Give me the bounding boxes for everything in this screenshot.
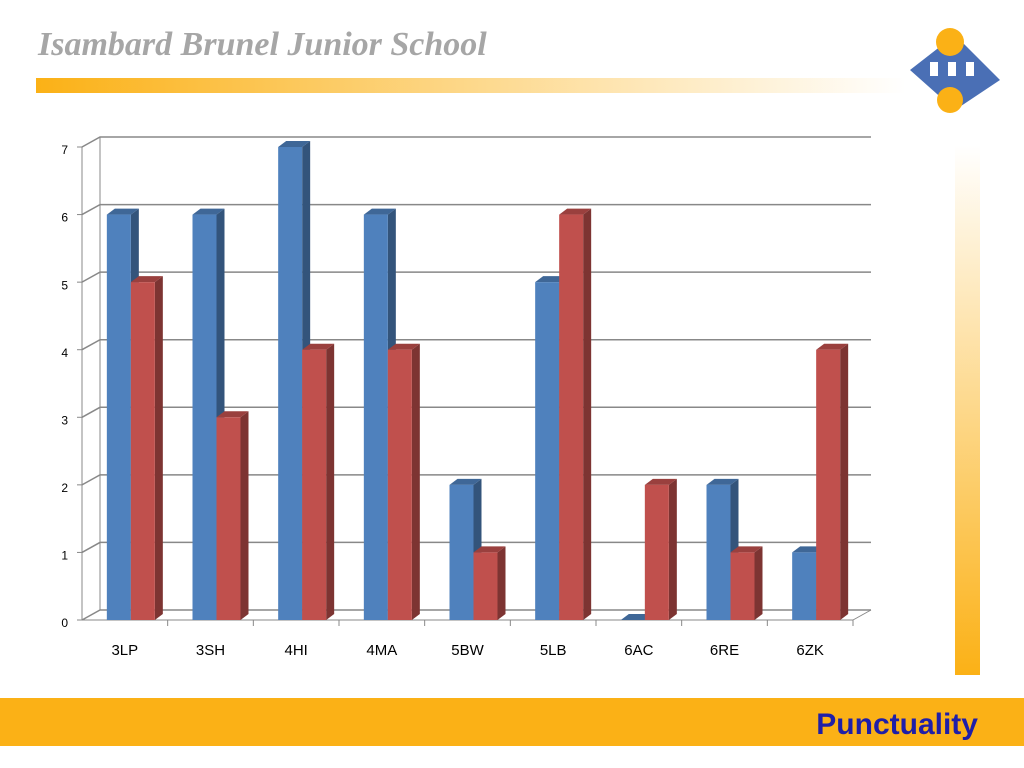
x-tick-label: 6AC [624, 642, 653, 659]
bar [216, 417, 241, 620]
bar-side [411, 343, 420, 620]
bar-side [583, 208, 592, 621]
grid-line [81, 609, 871, 621]
bar-top [278, 141, 311, 147]
bar [302, 349, 327, 620]
grid-line [81, 406, 871, 418]
y-tick-label: 5 [61, 278, 68, 292]
bar [449, 484, 474, 620]
bar-top [216, 411, 249, 418]
bar-top [644, 478, 677, 485]
grid-line [81, 474, 871, 486]
bar-top [387, 343, 420, 350]
chart: 0 1 2 3 4 5 6 7 3LP 3SH 4HI 4MA 5BW 5LB 6AC 6RE 6ZK [61, 136, 872, 659]
x-tick-label: 6RE [710, 642, 739, 659]
x-tick-label: 4HI [284, 642, 307, 659]
bar-top [730, 546, 763, 553]
bar [792, 552, 817, 620]
bar [706, 484, 731, 620]
bar [363, 214, 388, 621]
bar [816, 349, 841, 620]
y-tick-label: 3 [61, 413, 68, 427]
bar [130, 282, 155, 620]
bar-top [449, 478, 482, 485]
bar-top [130, 276, 163, 283]
bar-top [363, 208, 396, 215]
header-rule [36, 78, 906, 93]
bar [473, 552, 498, 620]
x-tick-label: 5BW [451, 642, 484, 659]
bar [278, 147, 303, 620]
bar-side [497, 546, 506, 620]
floor-right [852, 609, 872, 621]
bar-top [302, 343, 335, 350]
y-tick-label: 1 [61, 549, 68, 563]
bar [106, 214, 131, 621]
bar [535, 282, 560, 620]
bar-side [754, 546, 763, 620]
bar-side [154, 276, 163, 620]
bar [192, 214, 217, 621]
bar-side [840, 343, 849, 620]
bar [644, 484, 669, 620]
x-tick-label: 5LB [540, 642, 567, 659]
grid-line [81, 338, 871, 351]
bar [559, 214, 584, 621]
x-tick-label: 3LP [111, 642, 138, 659]
footer-band [0, 698, 1024, 746]
bar-top [473, 546, 506, 553]
bar [387, 349, 412, 620]
logo [910, 28, 1000, 113]
bar-side [326, 343, 335, 620]
bar-top [816, 343, 849, 350]
grid-line [81, 203, 871, 216]
side-rule [955, 145, 980, 675]
bar-top [559, 208, 592, 215]
y-tick-label: 0 [61, 616, 68, 630]
bar [730, 552, 755, 620]
x-tick-label: 3SH [196, 642, 225, 659]
x-tick-label: 4MA [366, 642, 397, 659]
y-tick-label: 7 [61, 143, 68, 157]
bar-top [192, 208, 225, 215]
grid-line [81, 541, 871, 554]
x-tick-label: 6ZK [796, 642, 824, 659]
bar-top [106, 208, 139, 215]
grid-line [81, 271, 871, 283]
y-tick-label: 4 [61, 346, 68, 360]
bar-top [706, 478, 739, 485]
bar-side [668, 478, 677, 620]
y-tick-label: 2 [61, 481, 68, 495]
grid-line [81, 136, 871, 148]
bar-side [240, 411, 249, 620]
slide-title: Isambard Brunel Junior School [37, 26, 487, 63]
y-tick-label: 6 [61, 211, 68, 225]
footer-title: Punctuality [816, 708, 978, 741]
